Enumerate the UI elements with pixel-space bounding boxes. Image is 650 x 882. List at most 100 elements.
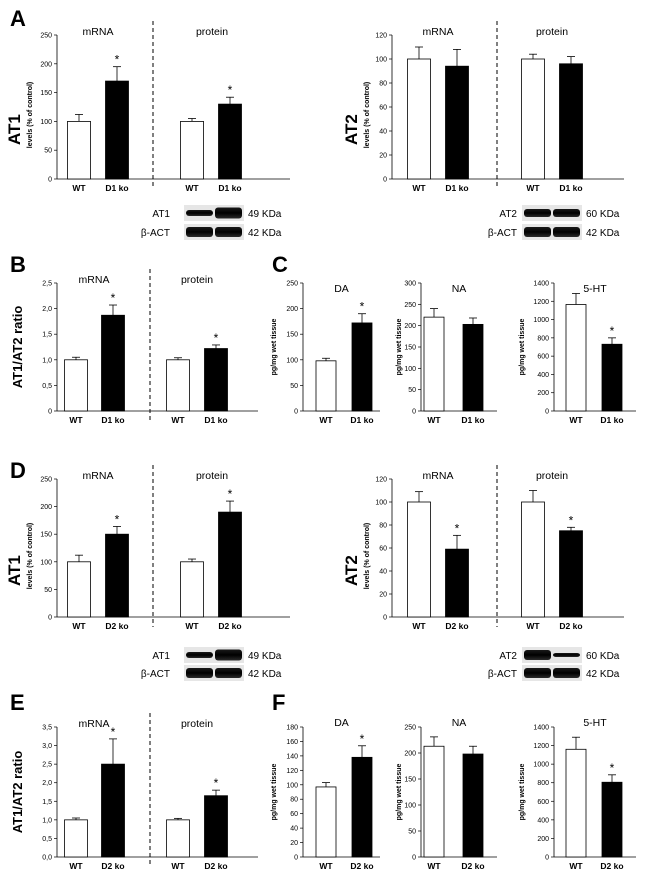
x-category-label: WT <box>412 621 426 631</box>
bar-knockout <box>218 511 242 618</box>
significance-marker: * <box>360 732 365 746</box>
x-category-label: D1 ko <box>105 183 128 193</box>
group-title: mRNA <box>423 470 454 482</box>
blot-band-control <box>186 652 213 658</box>
chart-title: NA <box>452 717 467 729</box>
y-tick-label: 1400 <box>533 281 549 288</box>
bar-control <box>407 58 431 180</box>
x-category-label: WT <box>412 183 426 193</box>
y-tick-label: 80 <box>379 81 387 88</box>
significance-marker: * <box>228 487 233 501</box>
x-category-label: WT <box>69 415 83 425</box>
y-tick-label: 100 <box>375 500 387 507</box>
blot-band-actin-control <box>524 227 551 237</box>
chart-e: 0,0 0,5 1,0 1,5 2,0 2,5 3,0 3,5 AT1/AT2 ratio mRN… <box>10 713 258 871</box>
y-tick-label: 40 <box>290 826 298 833</box>
y-tick-label: 2,5 <box>42 281 52 288</box>
y-tick-label: 250 <box>40 477 52 484</box>
y-tick-label: 100 <box>40 119 52 126</box>
y-tick-label: 0 <box>383 615 387 622</box>
bar-knockout <box>204 348 228 412</box>
y-tick-label: 20 <box>379 153 387 160</box>
bar-knockout <box>601 781 623 858</box>
x-category-label: WT <box>319 415 333 425</box>
panel-label-e: E <box>10 690 25 715</box>
x-category-label: D2 ko <box>461 861 484 871</box>
chart-f-da: 0 20 40 60 80 100 120 140 160 180 pg/mg wet tissue… <box>271 717 380 871</box>
chart-c-na: 0 50 100 150 200 250 300 pg/mg wet tissue NA WT D1… <box>396 281 497 425</box>
blot-D-AT2: AT2 β-ACT 60 KDa 42 KDa <box>488 647 620 681</box>
chart-f-na: 0 50 100 150 200 250 pg/mg wet tissue NA WT D2 ko <box>396 717 497 871</box>
bar-control <box>166 819 190 858</box>
y-tick-label: 0 <box>545 409 549 416</box>
y-axis-label-sub: levels (% of control) <box>364 523 371 590</box>
y-tick-label: 100 <box>286 357 298 364</box>
blot-loading-label: β-ACT <box>488 228 517 239</box>
y-tick-label: 150 <box>404 345 416 352</box>
x-category-label: WT <box>185 183 199 193</box>
x-category-label: WT <box>319 861 333 871</box>
x-category-label: D2 ko <box>350 861 373 871</box>
blot-band-actin-control <box>524 668 551 678</box>
group-title: protein <box>536 470 568 482</box>
chart-b: 0 0,5 1,0 1,5 2,0 2,5 AT1/AT2 ratio mRNA WT * D1 k… <box>10 269 258 425</box>
y-tick-label: 0,5 <box>42 383 52 390</box>
group-title: protein <box>196 470 228 482</box>
y-tick-label: 150 <box>40 532 52 539</box>
y-tick-label: 50 <box>290 383 298 390</box>
bar-control <box>423 745 445 858</box>
y-tick-label: 2,5 <box>42 762 52 769</box>
y-tick-label: 200 <box>404 751 416 758</box>
group-title: mRNA <box>83 470 114 482</box>
y-tick-label: 0 <box>383 177 387 184</box>
significance-marker: * <box>214 776 219 790</box>
blot-band-knockout <box>215 207 242 219</box>
y-tick-label: 150 <box>40 90 52 97</box>
significance-marker: * <box>360 300 365 314</box>
bar-control <box>407 501 431 618</box>
x-category-label: D2 ko <box>445 621 468 631</box>
x-category-label: WT <box>526 183 540 193</box>
chart-a-at2: 0 20 40 60 80 100 120 AT2 levels (% of control) m… <box>342 21 624 193</box>
y-tick-label: 100 <box>404 366 416 373</box>
y-axis-label-main: AT1 <box>5 555 24 586</box>
chart-d-at2: 0 20 40 60 80 100 120 AT2 levels (% of control) m… <box>342 465 624 631</box>
y-tick-label: 1000 <box>533 762 549 769</box>
bar-control <box>64 819 88 858</box>
y-axis-label-main: AT2 <box>342 555 361 586</box>
blot-loading-kda: 42 KDa <box>586 228 620 239</box>
blot-target-kda: 49 KDa <box>248 651 282 662</box>
panel-label-f: F <box>272 690 285 715</box>
y-axis-label: pg/mg wet tissue <box>519 319 526 376</box>
significance-marker: * <box>455 521 460 535</box>
y-tick-label: 200 <box>40 504 52 511</box>
bar-knockout <box>101 763 125 858</box>
y-tick-label: 50 <box>44 587 52 594</box>
y-tick-label: 160 <box>286 739 298 746</box>
y-tick-label: 0 <box>294 855 298 862</box>
group-title: protein <box>196 26 228 38</box>
blot-band-actin-knockout <box>215 668 242 678</box>
blot-loading-kda: 42 KDa <box>248 228 282 239</box>
y-tick-label: 800 <box>537 780 549 787</box>
y-tick-label: 1000 <box>533 317 549 324</box>
y-axis-label-main: AT1 <box>5 114 24 145</box>
group-title: mRNA <box>79 274 110 286</box>
x-category-label: WT <box>171 415 185 425</box>
x-category-label: WT <box>526 621 540 631</box>
blot-loading-label: β-ACT <box>488 669 517 680</box>
y-tick-label: 80 <box>290 797 298 804</box>
y-tick-label: 2,0 <box>42 780 52 787</box>
blot-D-AT1: AT1 β-ACT 49 KDa 42 KDa <box>141 647 282 681</box>
y-tick-label: 400 <box>537 817 549 824</box>
group-title: protein <box>536 26 568 38</box>
x-category-label: D2 ko <box>218 621 241 631</box>
y-tick-label: 40 <box>379 129 387 136</box>
group-title: mRNA <box>79 718 110 730</box>
blot-band-actin-knockout <box>553 227 580 237</box>
bar-knockout <box>105 533 129 618</box>
x-category-label: D2 ko <box>204 861 227 871</box>
blot-loading-label: β-ACT <box>141 669 170 680</box>
y-tick-label: 50 <box>408 829 416 836</box>
